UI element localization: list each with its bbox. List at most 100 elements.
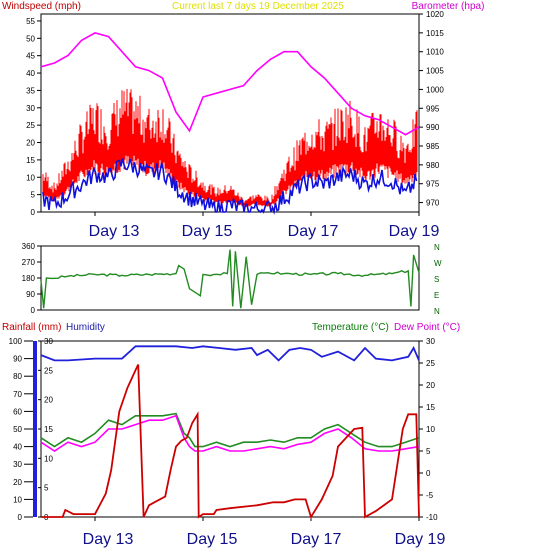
temp-tick-label: 25 [426,359,435,368]
rain-tick-label: 25 [44,366,53,375]
wind-tick-label: 55 [26,17,35,26]
rainfall-axis-title: Rainfall (mm) [2,322,61,333]
dewpoint-axis-title: Dew Point (°C) [394,322,460,333]
rain-tick-label: 5 [44,484,49,493]
barometer-tick-label: 980 [426,161,440,170]
barometer-series [40,32,420,136]
wind-tick-label: 15 [26,156,35,165]
temp-tick-label: -10 [426,513,438,522]
temperature-axis-title: Temperature (°C) [312,322,389,333]
barometer-tick-label: 975 [426,180,440,189]
humidity-tick-label: 10 [13,495,22,504]
rain-tick-label: 15 [44,425,53,434]
day-label: Day 19 [395,531,446,548]
wind-tick-label: 25 [26,121,35,130]
wind-axis-ticks: 0510152025303540455055970975980985990995… [26,10,444,217]
barometer-tick-label: 990 [426,123,440,132]
wind-direction-series [40,249,420,309]
day-label: Day 17 [288,223,339,240]
direction-axis-ticks: 0 90 180 270 360 [22,242,41,315]
humidity-tick-label: 40 [13,443,22,452]
rain-tick-label: 10 [44,454,53,463]
compass-label: W [434,259,442,268]
humidity-tick-label: 80 [13,372,22,381]
barometer-tick-label: 1005 [426,67,444,76]
barometer-tick-label: 985 [426,142,440,151]
avg-wind-line [42,158,418,215]
day-label: Day 15 [182,223,233,240]
rainfall-line [41,364,420,520]
wind-tick-label: 50 [26,34,35,43]
humidity-tick-label: 100 [9,337,23,346]
avg-wind-series [42,158,418,215]
barometer-tick-label: 1000 [426,85,444,94]
day-label: Day 17 [291,531,342,548]
wind-tick-label: 30 [26,104,35,113]
temp-day-labels: Day 13 Day 15 Day 17 Day 19 [83,531,446,548]
wind-tick-label: 20 [26,139,35,148]
chart-title: Current last 7 days 19 December 2025 [172,1,344,12]
humidity-tick-label: 60 [13,407,22,416]
humidity-tick-label: 90 [13,355,22,364]
temperature-line [40,412,420,448]
humidity-tick-label: 30 [13,460,22,469]
wind-tick-label: 5 [31,191,36,200]
rain-tick-label: 30 [44,337,53,346]
windspeed-axis-title: Windspeed (mph) [2,1,81,12]
direction-tick-label: 270 [22,258,36,267]
barometer-tick-label: 995 [426,104,440,113]
barometer-axis-title: Barometer (hpa) [412,1,485,12]
day-label: Day 15 [187,531,238,548]
humidity-tick-label: 50 [13,425,22,434]
wind-tick-label: 40 [26,69,35,78]
humidity-axis-title: Humidity [66,322,105,333]
direction-tick-label: 180 [22,274,36,283]
rainfall-series [41,364,420,520]
temp-axis-ticks: 0102030405060708090100051015202530-10-50… [9,337,438,522]
compass-label: S [434,275,439,284]
temp-tick-label: -5 [426,491,434,500]
barometer-tick-label: 1010 [426,48,444,57]
direction-tick-label: 0 [31,306,36,315]
wind-tick-label: 10 [26,173,35,182]
humidity-tick-label: 70 [13,390,22,399]
wind-tick-label: 35 [26,86,35,95]
day-label: Day 19 [389,223,440,240]
windspeed-series [42,89,418,207]
dewpoint-line [40,414,420,452]
barometer-tick-label: 1020 [426,10,444,19]
direction-tick-label: 90 [26,290,35,299]
temp-tick-label: 15 [426,403,435,412]
direction-tick-label: 360 [22,242,36,251]
temp-tick-label: 10 [426,425,435,434]
barometer-line [40,32,420,136]
humidity-tick-label: 0 [18,513,23,522]
day-label: Day 13 [89,223,140,240]
compass-label: E [434,291,439,300]
barometer-tick-label: 970 [426,199,440,208]
temperature-series [40,412,420,448]
wind-tick-label: 0 [31,208,36,217]
wind-day-labels: Day 13 Day 15 Day 17 Day 19 [89,223,440,240]
compass-label: N [434,243,440,252]
temp-tick-label: 20 [426,381,435,390]
wind-plot-frame [40,13,420,213]
dewpoint-series [40,414,420,452]
temp-tick-label: 0 [426,469,431,478]
compass-label: N [434,307,440,316]
humidity-tick-label: 20 [13,478,22,487]
temp-tick-label: 5 [426,447,431,456]
windspeed-line [42,89,418,207]
humidity-axis-bar [33,341,37,517]
temp-tick-label: 30 [426,337,435,346]
wind-direction-line [40,249,420,309]
wind-tick-label: 45 [26,52,35,61]
humidity-series [40,345,420,362]
humidity-line [40,345,420,362]
rain-tick-label: 20 [44,396,53,405]
barometer-tick-label: 1015 [426,29,444,38]
day-label: Day 13 [83,531,134,548]
